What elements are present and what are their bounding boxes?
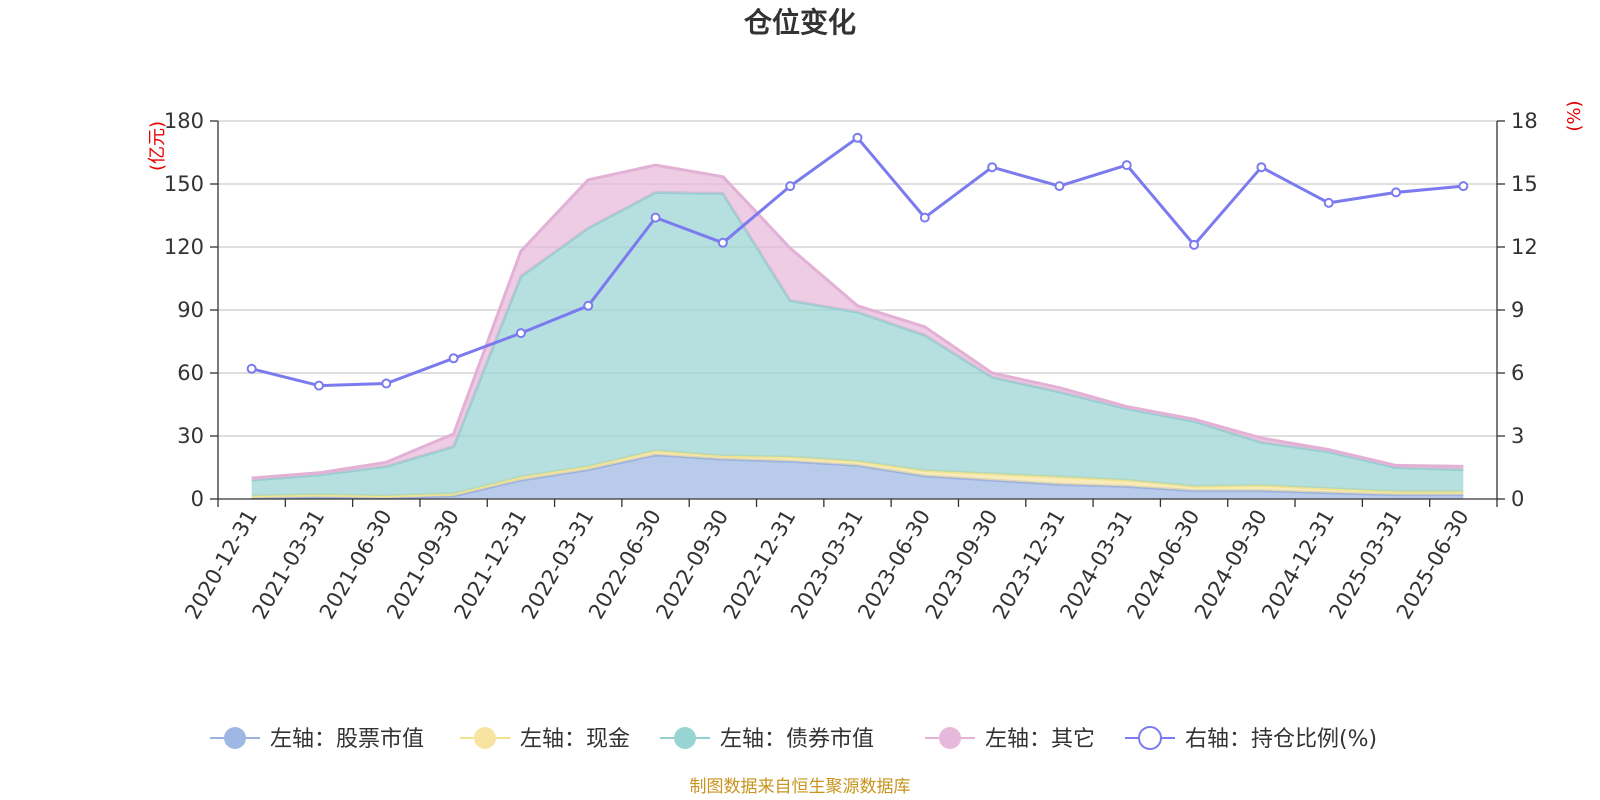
right-tick-label: 9 — [1511, 298, 1524, 322]
legend-marker — [674, 727, 696, 749]
area-bond — [251, 192, 1464, 496]
ratio-point — [717, 237, 728, 248]
legend-item-stock[interactable]: 左轴：股票市值 — [210, 727, 424, 752]
ratio-point — [448, 353, 459, 364]
ratio-point — [583, 300, 594, 311]
left-axis-unit: (亿元) — [147, 121, 168, 171]
legend-label: 左轴：债券市值 — [720, 727, 874, 752]
stacked-areas — [251, 163, 1464, 500]
legend-label: 左轴：其它 — [985, 727, 1095, 752]
right-axis-unit: (%) — [1564, 100, 1585, 131]
ratio-line-layer — [246, 132, 1469, 391]
legend-marker — [224, 727, 246, 749]
chart-title: 仓位变化 — [744, 6, 856, 39]
ratio-point — [515, 328, 526, 339]
left-tick-label: 30 — [177, 424, 204, 448]
area-stock — [251, 454, 1464, 499]
legend-label: 左轴：现金 — [520, 727, 630, 752]
ratio-point — [1458, 181, 1469, 192]
left-tick-label: 180 — [164, 109, 204, 133]
right-tick-label: 15 — [1511, 172, 1538, 196]
area-cash — [251, 450, 1464, 498]
ratio-point — [650, 212, 661, 223]
source-note: 制图数据来自恒生聚源数据库 — [690, 777, 911, 797]
area-other — [251, 165, 1464, 481]
right-tick-label: 6 — [1511, 361, 1524, 385]
left-tick-label: 60 — [177, 361, 204, 385]
ratio-point — [987, 162, 998, 173]
legend-item-bond[interactable]: 左轴：债券市值 — [660, 727, 874, 752]
right-tick-label: 0 — [1511, 487, 1524, 511]
left-tick-label: 0 — [191, 487, 204, 511]
right-tick-label: 18 — [1511, 109, 1538, 133]
left-tick-label: 90 — [177, 298, 204, 322]
legend-marker — [939, 727, 961, 749]
ratio-point — [1054, 181, 1065, 192]
legend-label: 右轴：持仓比例(%) — [1185, 727, 1377, 752]
left-tick-label: 150 — [164, 172, 204, 196]
ratio-point — [1256, 162, 1267, 173]
legend-marker — [1138, 726, 1162, 750]
legend-item-ratio[interactable]: 右轴：持仓比例(%) — [1125, 726, 1377, 752]
ratio-point — [1323, 197, 1334, 208]
right-tick-label: 12 — [1511, 235, 1538, 259]
area-line-other — [251, 163, 1464, 480]
ratio-point — [852, 132, 863, 143]
ratio-point — [1189, 239, 1200, 250]
ratio-point — [381, 378, 392, 389]
ratio-point — [785, 181, 796, 192]
right-tick-label: 3 — [1511, 424, 1524, 448]
legend-item-cash[interactable]: 左轴：现金 — [460, 727, 630, 752]
ratio-point — [1391, 187, 1402, 198]
legend: 左轴：股票市值 左轴：现金 左轴：债券市值 左轴：其它 右轴：持仓比例(%) — [210, 726, 1377, 752]
ratio-point — [313, 380, 324, 391]
legend-label: 左轴：股票市值 — [270, 727, 424, 752]
ratio-point — [1121, 160, 1132, 171]
ratio-point — [246, 363, 257, 374]
legend-marker — [474, 727, 496, 749]
left-tick-label: 120 — [164, 235, 204, 259]
ratio-point — [919, 212, 930, 223]
x-tick-label: 2025-06-30 — [1392, 506, 1474, 624]
legend-item-other[interactable]: 左轴：其它 — [925, 727, 1095, 752]
